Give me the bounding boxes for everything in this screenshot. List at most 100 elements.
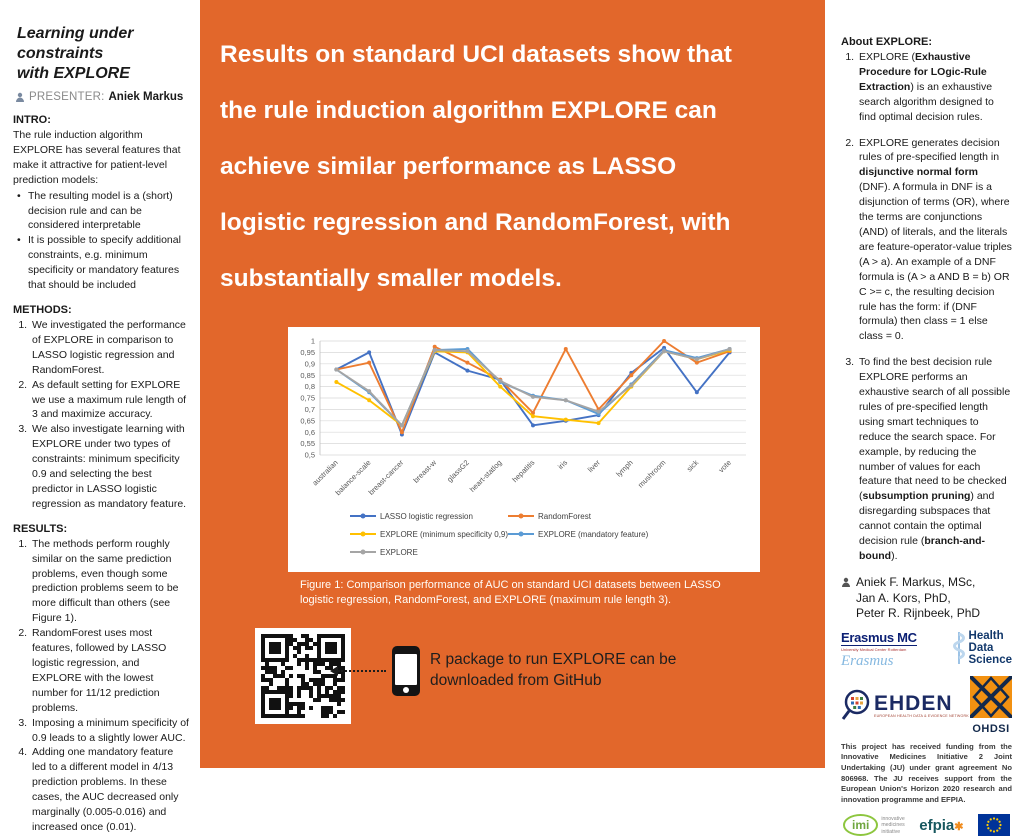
about-heading: About EXPLORE: [841, 36, 933, 48]
svg-text:1: 1 [311, 337, 315, 346]
hds-line: Data [968, 641, 994, 654]
svg-text:vote: vote [717, 458, 733, 474]
author-line: Peter R. Rijnbeek, PhD [856, 606, 981, 621]
svg-text:glassG2: glassG2 [445, 458, 471, 484]
efpia-logo: efpia✱ [919, 817, 963, 834]
svg-text:EXPLORE: EXPLORE [380, 548, 418, 557]
caduceus-icon [952, 631, 965, 664]
headline-line: achieve similar performance as LASSO [220, 153, 677, 180]
intro-bullet-list: The resulting model is a (short) decisio… [13, 189, 190, 293]
ohdsi-mark [968, 674, 1014, 720]
headline-line: logistic regression and RandomForest, wi… [220, 209, 731, 236]
svg-text:sick: sick [685, 458, 701, 474]
qr-code-image [261, 634, 345, 718]
list-item: We also investigate learning with EXPLOR… [30, 422, 190, 511]
arrow-line [338, 670, 386, 672]
erasmus-title: Erasmus MC [841, 629, 917, 645]
phone-screen [395, 654, 417, 685]
svg-text:lymph: lymph [614, 458, 635, 479]
phone-icon [392, 646, 420, 696]
title-line-1: Learning under constraints [17, 25, 134, 62]
list-item: We investigated the performance of EXPLO… [30, 318, 190, 378]
svg-text:0,75: 0,75 [300, 394, 315, 403]
list-item: To find the best decision rule EXPLORE p… [857, 355, 1012, 564]
svg-text:0,6: 0,6 [305, 428, 315, 437]
person-icon [842, 577, 850, 587]
list-item: The methods perform roughly similar on t… [30, 537, 190, 626]
list-item: As default setting for EXPLORE we use a … [30, 378, 190, 423]
qr-code [255, 628, 351, 724]
svg-text:0,8: 0,8 [305, 382, 315, 391]
imi-title: imi [843, 814, 879, 836]
person-icon [16, 92, 24, 102]
svg-text:heart-statlog: heart-statlog [468, 458, 504, 494]
svg-text:RandomForest: RandomForest [538, 512, 592, 521]
svg-text:liver: liver [586, 458, 602, 474]
headline-line: Results on standard UCI datasets show th… [220, 41, 732, 68]
efpia-star-icon: ✱ [954, 820, 964, 833]
headline-line: the rule induction algorithm EXPLORE can [220, 97, 717, 124]
svg-text:australian: australian [310, 458, 339, 487]
list-item: Adding one mandatory feature led to a di… [30, 745, 190, 834]
title-line-2: with EXPLORE [17, 65, 130, 82]
hds-line: Science [968, 653, 1012, 666]
list-item: EXPLORE (Exhaustive Procedure for LOgic-… [857, 50, 1012, 125]
imi-logo: imi innovative medicines initiative [843, 814, 905, 836]
ehden-logo: EHDEN EUROPEAN HEALTH DATA & EVIDENCE NE… [841, 689, 969, 721]
left-sidebar: Learning under constraints with EXPLORE … [0, 0, 200, 833]
page-title: Learning under constraints with EXPLORE [13, 24, 190, 84]
ohdsi-title: OHDSI [972, 722, 1010, 735]
methods-list: We investigated the performance of EXPLO… [13, 318, 190, 512]
ohdsi-logo: OHDSI [968, 674, 1014, 735]
results-list: The methods perform roughly similar on t… [13, 537, 190, 835]
funding-text: This project has received funding from t… [841, 741, 1012, 804]
svg-text:EXPLORE (mandatory feature): EXPLORE (mandatory feature) [538, 530, 649, 539]
svg-text:mushroom: mushroom [636, 458, 667, 489]
arrow-head [330, 666, 338, 676]
presenter-row: PRESENTER: Aniek Markus [15, 91, 190, 103]
erasmus-signature: Erasmus [841, 652, 894, 669]
presenter-label: PRESENTER: [29, 91, 105, 103]
svg-text:breast-cancer: breast-cancer [367, 458, 406, 497]
svg-text:LASSO logistic regression: LASSO logistic regression [380, 512, 473, 521]
efpia-title: efpia [919, 816, 955, 834]
health-data-science-logo: Health Data Science [952, 630, 1012, 666]
ehden-title: EHDEN [874, 691, 953, 715]
hds-text: Health Data Science [969, 630, 1012, 666]
results-heading: RESULTS: [13, 522, 68, 535]
imi-subtitle: innovative medicines initiative [881, 816, 905, 835]
headline-line: substantially smaller models. [220, 265, 562, 292]
svg-text:0,7: 0,7 [305, 405, 315, 414]
eu-flag [978, 814, 1010, 836]
svg-text:0,9: 0,9 [305, 359, 315, 368]
list-item: Imposing a minimum specificity of 0.9 le… [30, 716, 190, 746]
qr-note-text: R package to run EXPLORE can be download… [430, 651, 677, 689]
figure-1-chart: 1 0,95 0,9 0,85 0,8 0,75 0,7 0,65 0,6 0,55 0,5 aust… [288, 327, 760, 572]
svg-text:iris: iris [556, 458, 569, 471]
presenter-name: Aniek Markus [108, 91, 184, 103]
intro-text: The rule induction algorithm EXPLORE has… [13, 129, 181, 186]
about-list: EXPLORE (Exhaustive Procedure for LOgic-… [841, 50, 1012, 564]
arrow-icon [330, 666, 386, 676]
auc-line-chart: 1 0,95 0,9 0,85 0,8 0,75 0,7 0,65 0,6 0,55 0,5aust… [300, 337, 746, 557]
phone-home-button [403, 687, 409, 693]
methods-heading: METHODS: [13, 303, 72, 316]
list-item: The resulting model is a (short) decisio… [17, 189, 190, 234]
author-line: Jan A. Kors, PhD, [856, 590, 951, 605]
svg-text:0,95: 0,95 [300, 348, 315, 357]
poster: { "colors": { "poster_orange": "#e2672b"… [0, 0, 1024, 768]
svg-text:breast-w: breast-w [411, 458, 438, 485]
erasmus-subtitle: University Medical Center Rotterdam [841, 644, 917, 652]
authors-row: Aniek F. Markus, MSc, Jan A. Kors, PhD, Pe… [841, 575, 1012, 622]
list-item: EXPLORE generates decision rules of pre-… [857, 136, 1012, 345]
hds-line: Health [968, 629, 1004, 642]
erasmus-mc-logo: Erasmus MC University Medical Center Rot… [841, 630, 917, 670]
logos-section: Erasmus MC University Medical Center Rot… [841, 630, 1014, 836]
author-line: Aniek F. Markus, MSc, [856, 574, 976, 589]
intro-heading: INTRO: [13, 114, 51, 126]
svg-text:0,65: 0,65 [300, 416, 315, 425]
svg-text:0,5: 0,5 [305, 451, 315, 460]
svg-text:0,85: 0,85 [300, 371, 315, 380]
list-item: RandomForest uses most features, followe… [30, 626, 190, 715]
list-item: It is possible to specify additional con… [17, 233, 190, 293]
